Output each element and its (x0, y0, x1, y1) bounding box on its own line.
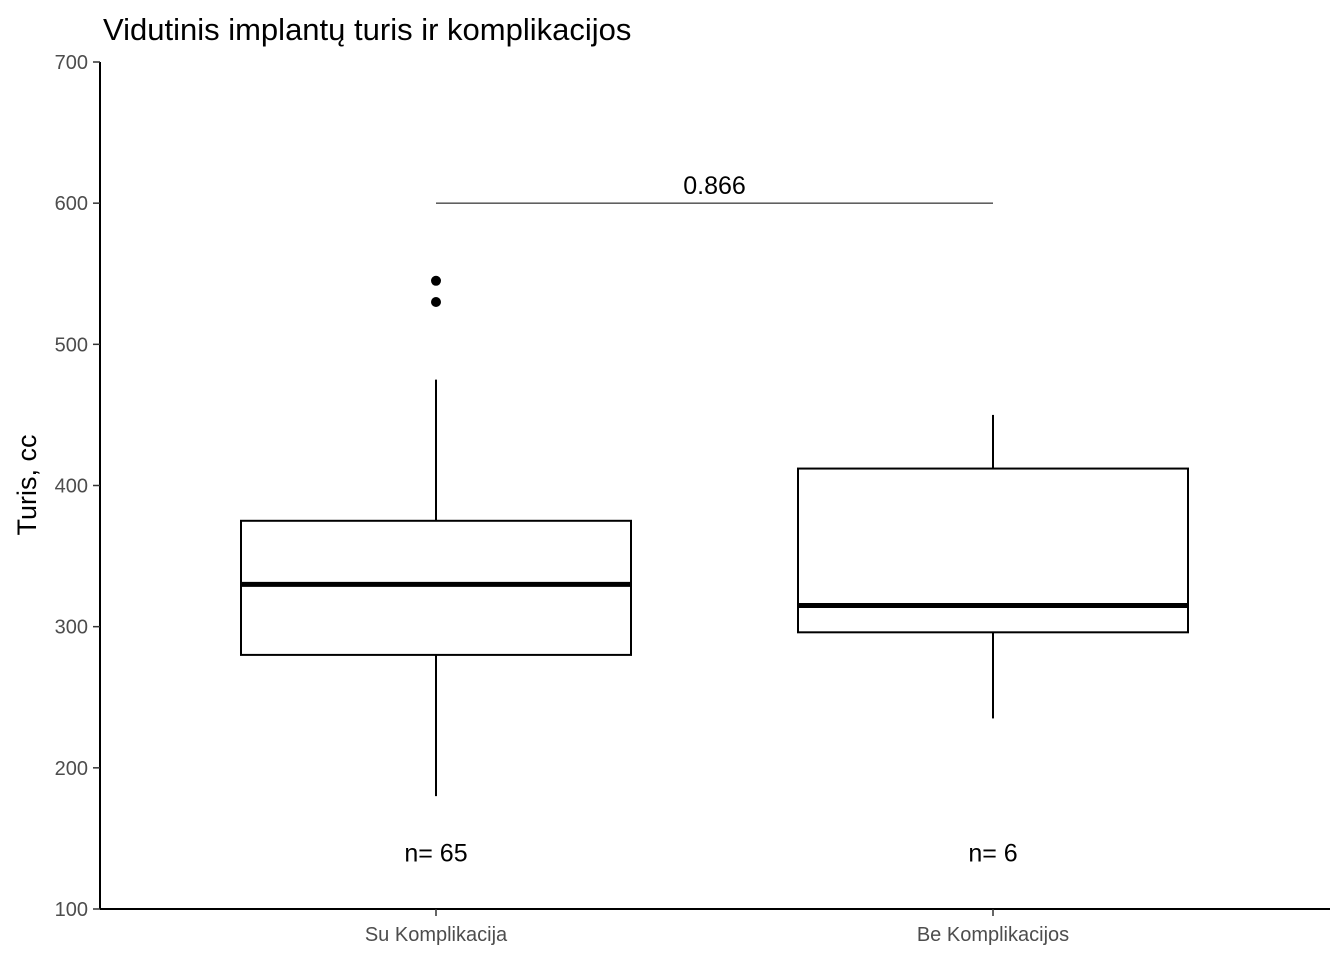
box-group: n= 65 (240, 275, 632, 868)
x-tick-label: Su Komplikacija (365, 924, 508, 946)
y-tick-label: 100 (55, 899, 88, 921)
n-label: n= 65 (404, 840, 467, 868)
y-tick-label: 300 (55, 617, 88, 639)
y-tick-label: 200 (55, 758, 88, 780)
y-tick-label: 400 (55, 476, 88, 498)
y-tick-label: 500 (55, 334, 88, 356)
axes: 100 200 300 400 500 600 700 Su Komplikacija Be K… (55, 52, 1330, 946)
x-tick-label: Be Komplikacijos (917, 924, 1069, 946)
box-iqr (240, 519, 632, 656)
boxes: n= 65 n= 6 (240, 275, 1189, 868)
chart-title: Vidutinis implantų turis ir komplikacijo… (103, 12, 631, 47)
outlier-point (431, 275, 441, 286)
n-label: n= 6 (968, 840, 1017, 868)
box-group: n= 6 (797, 414, 1189, 868)
y-tick-label: 700 (55, 52, 88, 74)
annotations: 0.866 (436, 172, 993, 204)
outlier-point (431, 296, 441, 307)
p-value-label: 0.866 (683, 172, 746, 200)
y-tick-label: 600 (55, 193, 88, 215)
y-axis-label: Turis, cc (12, 435, 42, 536)
